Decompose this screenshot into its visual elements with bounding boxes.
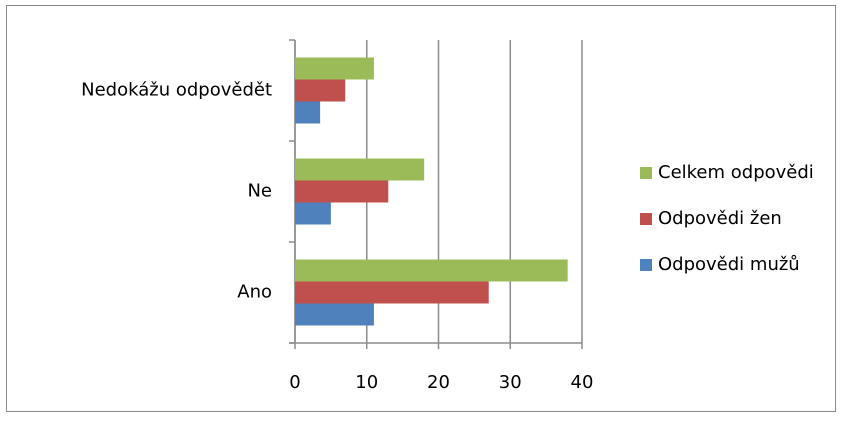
bar	[295, 281, 489, 304]
bar	[295, 202, 331, 225]
bar	[295, 180, 389, 203]
x-tick-label: 10	[355, 372, 378, 393]
legend-label: Celkem odpovědi	[658, 162, 814, 183]
legend-label: Odpovědi mužů	[658, 254, 800, 275]
y-tick-label: Ne	[247, 181, 272, 202]
bar	[295, 79, 346, 102]
y-tick-label: Ano	[237, 282, 272, 303]
x-tick-label: 30	[499, 372, 522, 393]
legend-swatch	[640, 259, 652, 271]
x-tick-label: 20	[427, 372, 450, 393]
chart-border	[6, 5, 836, 412]
legend-swatch	[640, 167, 652, 179]
legend-label: Odpovědi žen	[658, 208, 782, 229]
bar	[295, 158, 425, 181]
bar	[295, 101, 321, 124]
x-tick-label: 0	[289, 372, 300, 393]
legend-swatch	[640, 213, 652, 225]
x-tick-label: 40	[571, 372, 594, 393]
bar	[295, 57, 374, 80]
y-tick-label: Nedokážu odpovědět	[81, 80, 272, 101]
bar	[295, 259, 568, 282]
bar	[295, 303, 374, 326]
